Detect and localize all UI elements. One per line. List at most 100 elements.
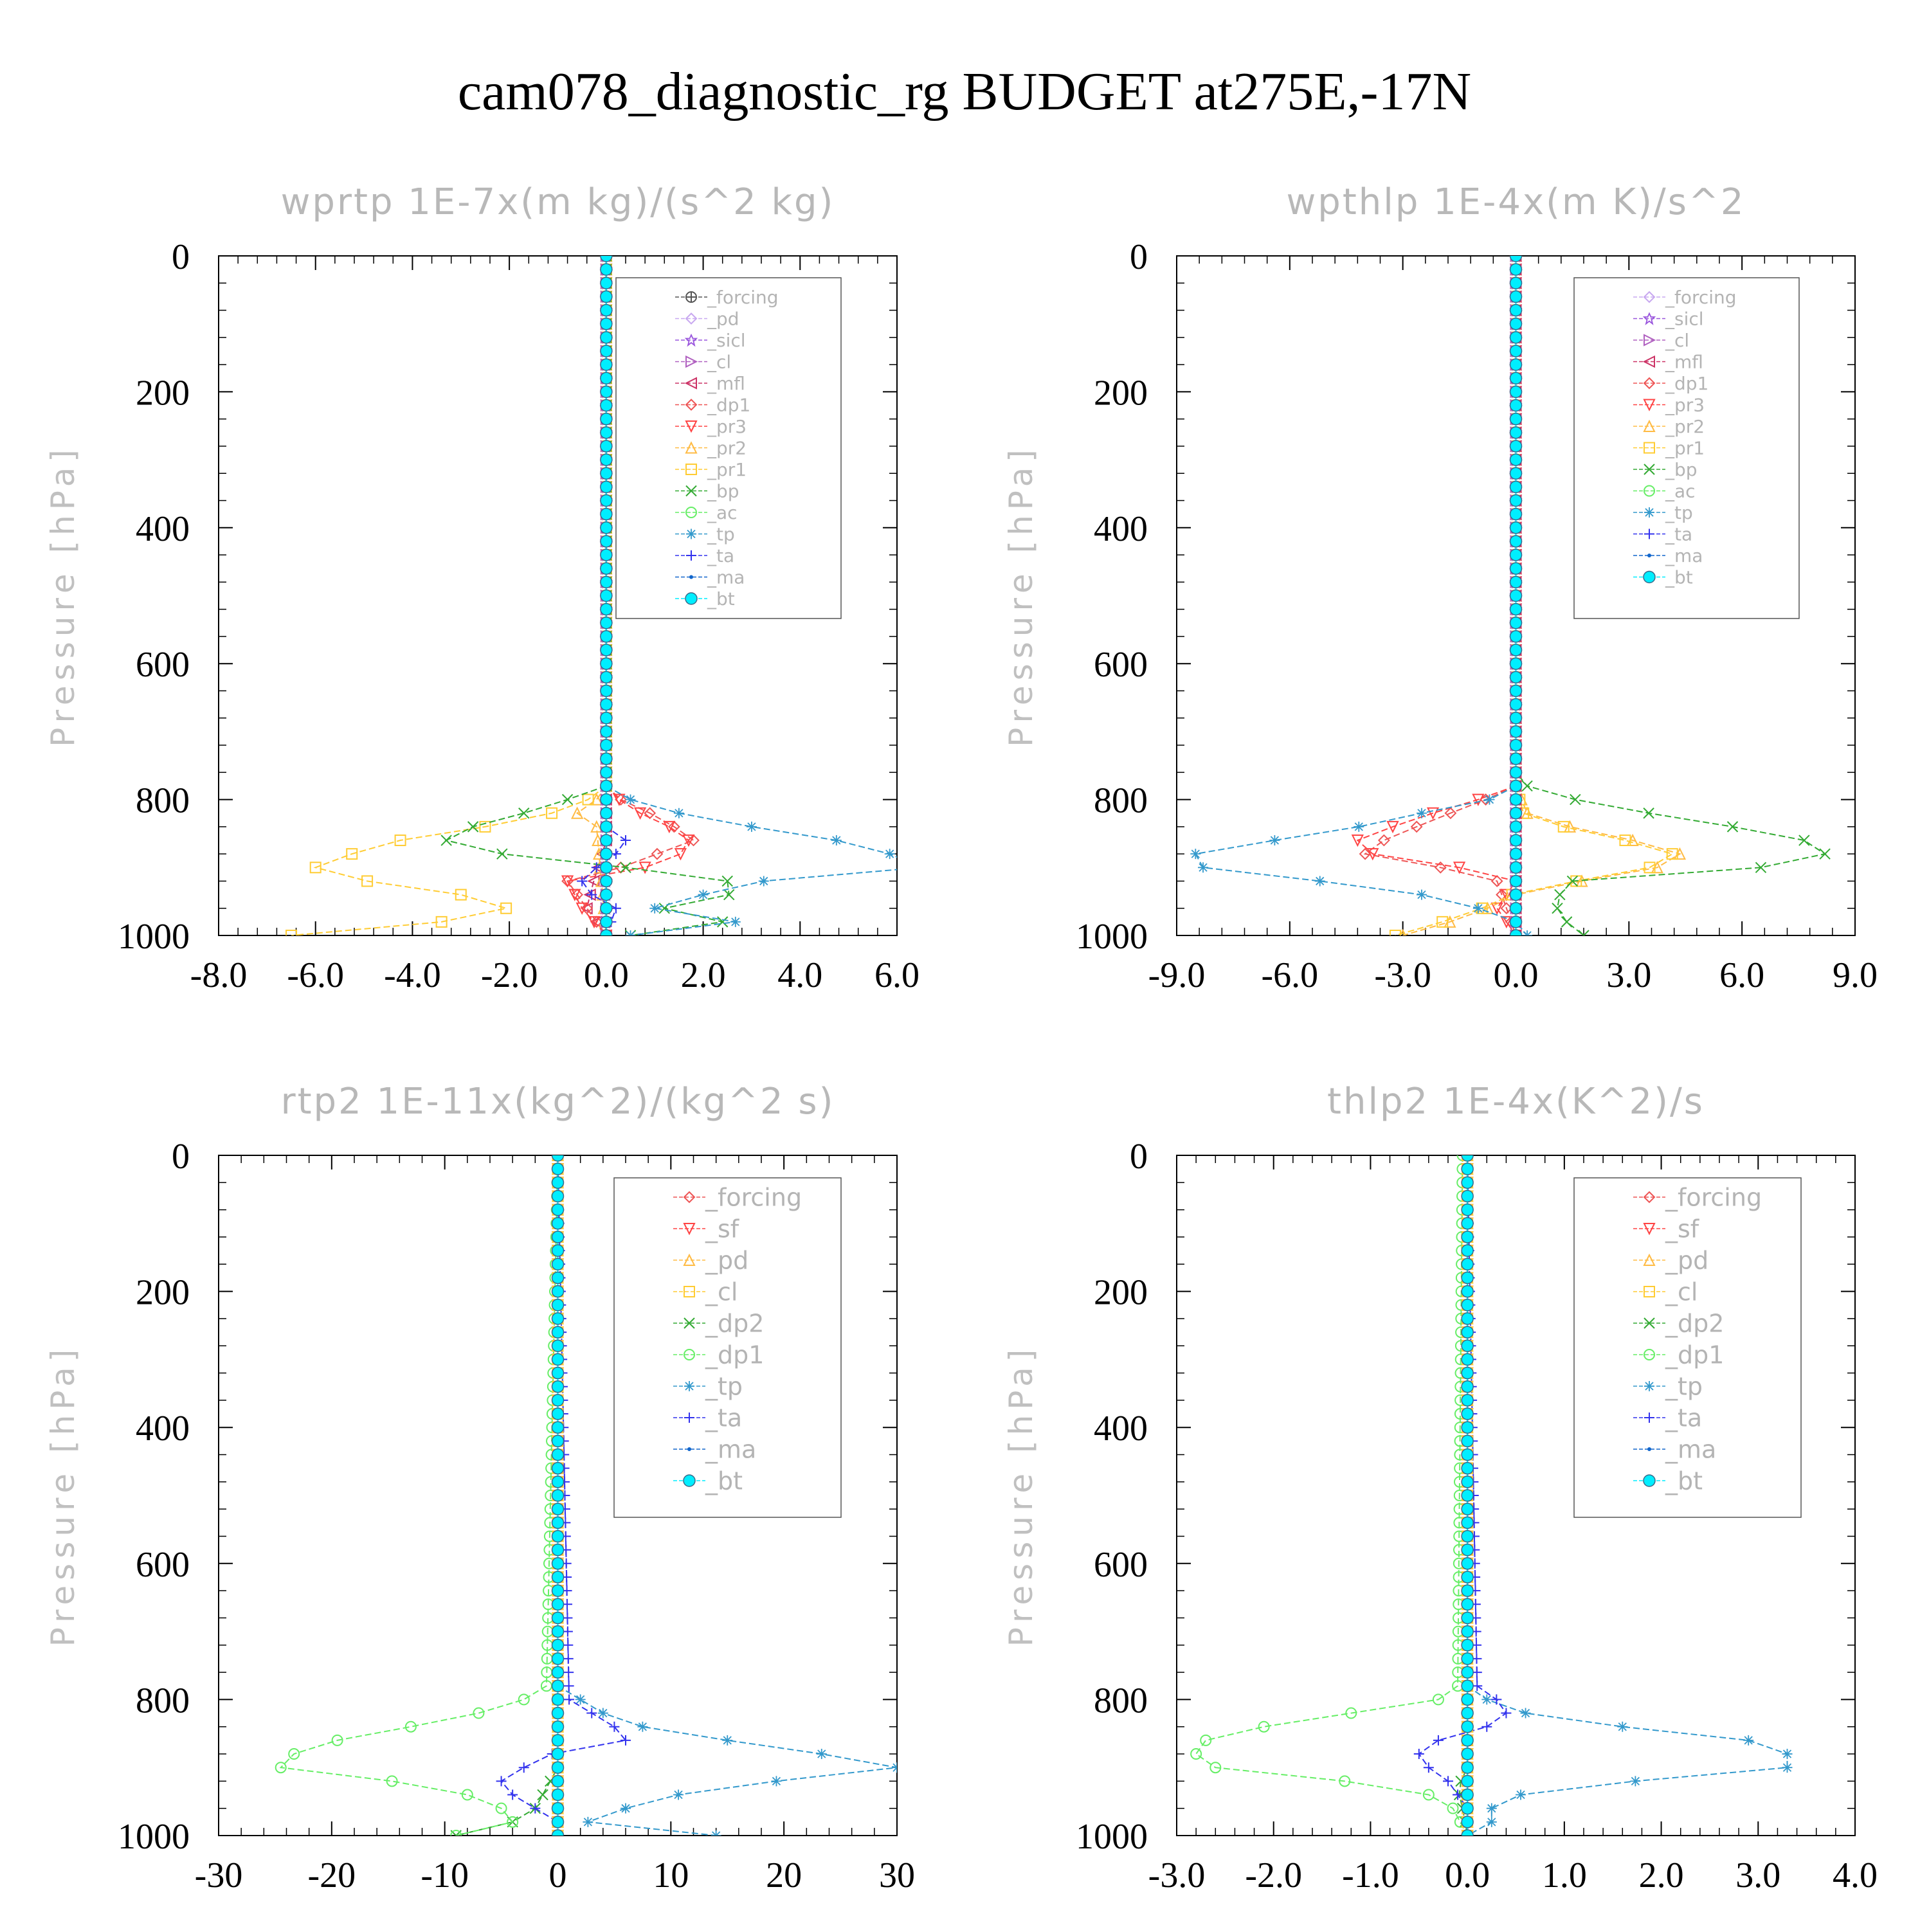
legend-entry: _ac bbox=[1665, 481, 1696, 502]
data-point bbox=[361, 875, 374, 887]
data-point bbox=[551, 1816, 565, 1828]
legend-entry: _forcing bbox=[1665, 1184, 1762, 1212]
figure-title: cam078_diagnostic_rg BUDGET at275E,-17N bbox=[458, 62, 1471, 122]
data-point bbox=[1461, 1339, 1474, 1352]
data-point bbox=[600, 698, 613, 711]
chart-panel-0: wprtp 1E-7x(m kg)/(s^2 kg) Pressure [hPa]… bbox=[44, 181, 919, 995]
data-point bbox=[1461, 1203, 1474, 1216]
legend-marker bbox=[1647, 554, 1651, 557]
data-point bbox=[1630, 1776, 1641, 1787]
legend-entry: _tp bbox=[1665, 502, 1693, 523]
data-point bbox=[1434, 861, 1447, 874]
data-point bbox=[435, 916, 448, 928]
legend: _forcing _sf _pd _cl _dp2 _dp1 _tp _ta _ma _bt bbox=[1573, 1177, 1802, 1518]
data-point bbox=[600, 331, 613, 344]
data-point bbox=[620, 1735, 631, 1746]
y-tick-label: 600 bbox=[136, 1545, 190, 1585]
data-point bbox=[581, 902, 593, 915]
data-point bbox=[730, 916, 741, 927]
legend: _forcing_sicl_cl_mfl_dp1_pr3_pr2_pr1_bp_… bbox=[1573, 277, 1800, 619]
data-point bbox=[331, 1734, 343, 1746]
legend: _forcing _sf _pd _cl _dp2 _dp1 _tp _ta _ma _bt bbox=[613, 1177, 842, 1518]
legend-entry: _sf bbox=[1665, 1215, 1700, 1243]
data-point bbox=[1509, 548, 1523, 561]
legend-marker bbox=[1647, 1447, 1651, 1451]
x-tick-label: 20 bbox=[766, 1855, 802, 1895]
legend-marker bbox=[683, 1474, 696, 1487]
x-tick-label: 2.0 bbox=[681, 955, 726, 995]
data-point bbox=[1461, 1652, 1474, 1665]
legend-marker bbox=[1643, 291, 1656, 303]
data-point bbox=[1509, 412, 1523, 426]
legend-entry: _sicl bbox=[1665, 309, 1704, 330]
data-point bbox=[1509, 276, 1523, 290]
data-point bbox=[1509, 521, 1523, 534]
legend-marker bbox=[1644, 1349, 1655, 1360]
plot-frame bbox=[218, 255, 898, 936]
data-point bbox=[586, 1708, 597, 1719]
data-point bbox=[1461, 1816, 1474, 1828]
data-point bbox=[551, 1584, 565, 1597]
data-point bbox=[1509, 467, 1523, 480]
data-point bbox=[1509, 345, 1523, 357]
data-point bbox=[1461, 1774, 1474, 1788]
y-tick-label: 800 bbox=[136, 781, 190, 821]
legend-entry: _dp2 bbox=[705, 1310, 764, 1338]
data-point bbox=[1443, 1776, 1453, 1787]
data-point bbox=[1198, 862, 1209, 873]
legend-marker bbox=[685, 399, 698, 411]
data-point bbox=[586, 889, 597, 900]
series-line bbox=[456, 1155, 559, 1836]
data-point bbox=[600, 290, 613, 303]
data-point bbox=[1486, 1803, 1497, 1814]
data-point bbox=[561, 875, 574, 888]
data-point bbox=[1509, 820, 1523, 833]
data-point bbox=[275, 1762, 287, 1774]
data-point bbox=[1461, 1258, 1474, 1271]
data-point bbox=[551, 1189, 565, 1203]
data-point bbox=[562, 1626, 573, 1637]
data-point bbox=[1436, 916, 1449, 928]
data-point bbox=[551, 1271, 565, 1285]
legend-marker bbox=[685, 485, 697, 497]
plot-frame bbox=[1176, 1155, 1856, 1836]
data-point bbox=[600, 644, 613, 656]
series-line bbox=[291, 256, 607, 935]
data-point bbox=[551, 1652, 565, 1665]
data-point bbox=[1447, 1802, 1459, 1814]
data-point bbox=[1520, 1708, 1531, 1719]
data-point bbox=[1522, 930, 1533, 935]
data-point bbox=[600, 874, 613, 888]
series-group bbox=[1190, 1155, 1793, 1836]
legend-entry: _dp1 bbox=[1665, 373, 1708, 394]
legend-entry: _tp bbox=[707, 524, 735, 545]
data-point bbox=[551, 1448, 565, 1461]
data-point bbox=[1461, 1353, 1474, 1366]
data-point bbox=[571, 806, 584, 819]
data-point bbox=[590, 916, 603, 928]
data-point bbox=[600, 617, 613, 629]
y-tick-label: 400 bbox=[1094, 1409, 1148, 1449]
data-point bbox=[1461, 1801, 1474, 1815]
series-line bbox=[1194, 256, 1528, 935]
data-point bbox=[682, 835, 695, 847]
data-point bbox=[1509, 480, 1523, 494]
legend-marker bbox=[1644, 1317, 1655, 1329]
data-point bbox=[1461, 1448, 1474, 1461]
legend-marker bbox=[684, 1286, 695, 1297]
y-axis-label: Pressure [hPa] bbox=[1002, 444, 1040, 747]
y-tick-label: 0 bbox=[1130, 1137, 1148, 1177]
legend-marker bbox=[1644, 528, 1654, 539]
data-point bbox=[721, 875, 733, 887]
data-point bbox=[551, 1217, 565, 1230]
data-point bbox=[1423, 1762, 1434, 1773]
legend-entry: _dp1 bbox=[1665, 1341, 1724, 1369]
data-point bbox=[440, 835, 452, 846]
data-point bbox=[1461, 1312, 1474, 1325]
data-point bbox=[551, 1611, 565, 1625]
data-point bbox=[551, 1557, 565, 1570]
data-point bbox=[551, 1720, 565, 1733]
data-point bbox=[551, 1530, 565, 1543]
x-tick-label: 3.0 bbox=[1606, 955, 1651, 995]
data-point bbox=[600, 712, 613, 725]
